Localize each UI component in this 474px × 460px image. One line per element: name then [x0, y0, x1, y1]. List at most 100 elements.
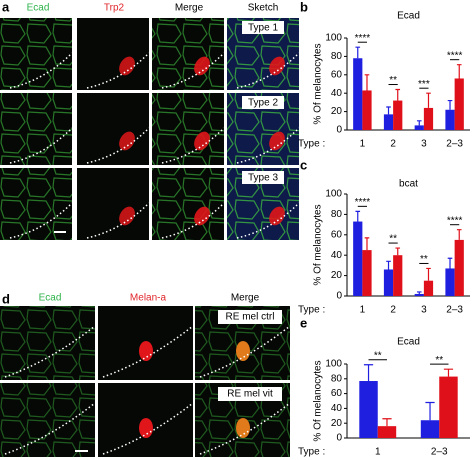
basement-line	[236, 52, 300, 89]
y-tick-label: 100	[325, 189, 342, 200]
basement-line	[9, 52, 73, 89]
x-tick-label: 3	[421, 305, 427, 316]
x-axis-label: Type :	[298, 305, 325, 316]
bar	[353, 221, 363, 296]
y-tick-label: 60	[331, 388, 343, 399]
bar	[439, 376, 458, 438]
error-bar	[416, 291, 422, 294]
y-tick-label: 40	[331, 88, 343, 99]
bar	[393, 100, 403, 130]
cell-outlines	[152, 93, 224, 165]
bar	[362, 250, 372, 296]
error-bar	[355, 46, 361, 59]
type-label: Type 3	[248, 173, 278, 184]
y-tick-label: 80	[331, 373, 343, 384]
significance-label: ****	[355, 197, 371, 208]
column-label: Merge	[175, 3, 204, 14]
melanocyte	[194, 206, 210, 226]
y-tick-label: 40	[331, 403, 343, 414]
condition-label: RE mel ctrl	[226, 312, 275, 323]
cell-outlines	[0, 93, 72, 165]
basement-line	[236, 202, 300, 239]
basement-line	[9, 202, 73, 239]
column-label: Melan-a	[130, 293, 167, 304]
x-tick-label: 2	[390, 305, 396, 316]
error-bar	[364, 74, 370, 91]
basement-line	[161, 127, 225, 164]
bar	[423, 280, 434, 296]
basement-line	[86, 127, 150, 164]
bar	[454, 239, 464, 296]
y-tick-label: 0	[336, 125, 342, 136]
cell-outlines	[0, 383, 95, 457]
error-bar	[456, 229, 462, 240]
bar	[414, 293, 424, 296]
significance-label: **	[435, 355, 443, 366]
bar	[414, 125, 424, 130]
type-box	[242, 21, 284, 34]
bar	[383, 114, 394, 130]
cell-outlines	[0, 18, 72, 90]
cell-outlines	[152, 18, 224, 90]
significance-label: **	[374, 350, 382, 361]
basement-line	[86, 202, 150, 239]
micrograph-grid: RE mel ctrl RE mel vit	[0, 306, 291, 457]
y-tick-label: 100	[325, 33, 342, 44]
condition-box	[218, 387, 282, 401]
basement-line	[161, 52, 225, 89]
column-label: Ecad	[27, 3, 50, 14]
x-tick-label: 2–3	[446, 305, 463, 316]
significance-label: **	[389, 234, 397, 245]
basement-line	[102, 402, 194, 455]
type-label: Type 1	[248, 23, 278, 34]
bar	[445, 268, 455, 296]
error-bar	[426, 92, 431, 108]
column-label: Trp2	[104, 3, 125, 14]
cell-outlines	[0, 306, 95, 380]
basement-line	[4, 325, 96, 378]
x-axis-label: Type :	[298, 447, 325, 458]
micrograph-grid: Type 1 Type 2 Type 3	[0, 18, 300, 240]
error-bar	[456, 64, 462, 79]
bar	[353, 58, 363, 130]
y-tick-label: 0	[336, 433, 342, 444]
melanocyte	[269, 56, 285, 76]
basement-line	[9, 127, 73, 164]
y-axis-label: % Of melanocytes	[313, 43, 324, 124]
error-bar	[443, 368, 454, 377]
error-bar	[386, 106, 391, 115]
y-axis-label: % Of melanocytes	[313, 360, 324, 441]
significance-label: ****	[447, 50, 463, 61]
basement-line	[161, 202, 225, 239]
x-tick-label: 2	[390, 139, 396, 150]
type-box	[242, 171, 284, 184]
panel-letter: e	[300, 315, 307, 330]
micrograph	[77, 18, 149, 90]
melanocyte	[236, 341, 250, 361]
basement-line	[199, 402, 291, 455]
basement-line	[102, 325, 194, 378]
significance-label: ****	[355, 33, 371, 44]
x-axis-label: Type :	[298, 139, 325, 150]
x-tick-label: 1	[360, 305, 366, 316]
error-bar	[425, 401, 435, 421]
error-bar	[447, 257, 453, 269]
melanocyte	[269, 131, 285, 151]
cell-outlines	[0, 168, 72, 240]
y-tick-label: 80	[331, 51, 343, 62]
error-bar	[364, 237, 370, 251]
column-label: Sketch	[248, 3, 279, 14]
y-tick-label: 0	[336, 291, 342, 302]
melanocyte	[269, 206, 285, 226]
error-bar	[355, 210, 361, 222]
chart-title: Ecad	[397, 11, 420, 22]
panel-letter: c	[300, 157, 307, 172]
melanocyte	[139, 341, 153, 361]
bar	[420, 420, 440, 438]
significance-label: ****	[447, 215, 463, 226]
bar	[359, 381, 378, 438]
error-bar	[382, 418, 392, 427]
y-tick-label: 80	[331, 209, 343, 220]
error-bar	[416, 120, 422, 126]
